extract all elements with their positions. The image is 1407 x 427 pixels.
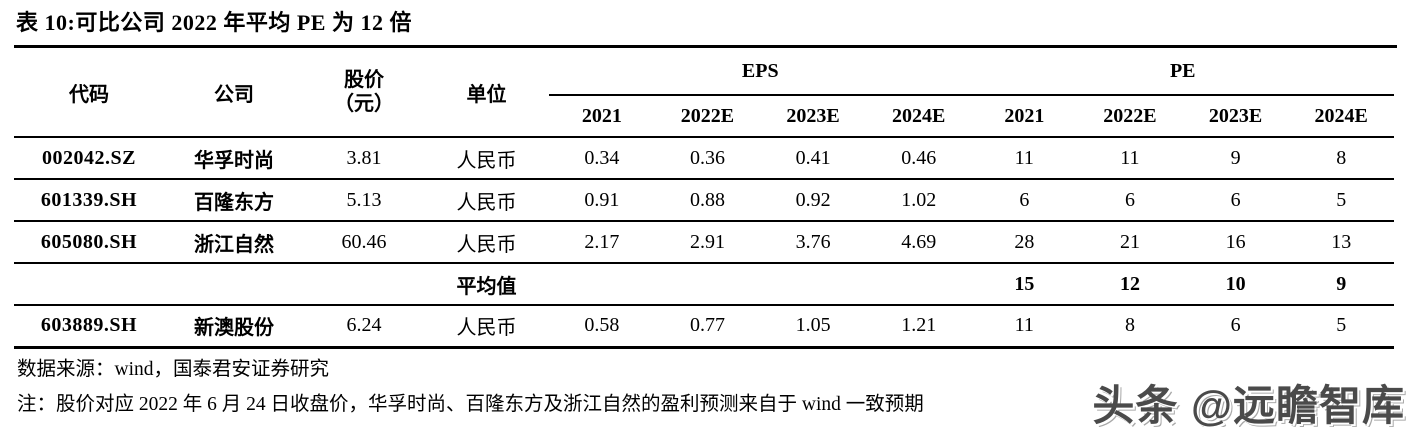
col-header-price: 股价 （元）: [304, 48, 424, 138]
cell-eps-2024e: 1.02: [865, 179, 972, 222]
cell-pe-2021: 11: [971, 137, 1078, 180]
cell-pe-2024e: 5: [1288, 179, 1394, 222]
cell-eps-2021: 0.91: [549, 179, 655, 222]
cell-pe-2022e: 8: [1077, 305, 1183, 349]
report-table-section: 表 10:可比公司 2022 年平均 PE 为 12 倍 代码 公司 股价 （元…: [14, 10, 1397, 415]
cell-pe-2023e: 9: [1182, 137, 1289, 180]
table-row-zhejiang: 605080.SH 浙江自然 60.46 人民币 2.17 2.91 3.76 …: [14, 221, 1394, 264]
cell-unit: 人民币: [424, 179, 549, 222]
cell-eps-2023e: 1.05: [760, 305, 866, 349]
col-header-pe-2023e: 2023E: [1182, 95, 1289, 138]
cell-unit: 人民币: [424, 221, 549, 264]
cell-price: 6.24: [304, 305, 424, 349]
cell-eps-2021-empty: [549, 263, 655, 306]
cell-pe-2023e: 10: [1182, 263, 1289, 306]
cell-pe-2023e: 16: [1182, 221, 1289, 264]
col-header-eps-2021: 2021: [549, 95, 655, 138]
table-row-huafu: 002042.SZ 华孚时尚 3.81 人民币 0.34 0.36 0.41 0…: [14, 137, 1394, 180]
cell-pe-2021: 15: [971, 263, 1078, 306]
cell-company: 新澳股份: [164, 305, 304, 349]
cell-pe-2022e: 21: [1077, 221, 1183, 264]
cell-unit: 人民币: [424, 137, 549, 180]
cell-code: 601339.SH: [14, 179, 164, 222]
table-row-bailong: 601339.SH 百隆东方 5.13 人民币 0.91 0.88 0.92 1…: [14, 179, 1394, 222]
col-header-code: 代码: [14, 48, 164, 138]
col-header-unit: 单位: [424, 48, 549, 138]
cell-pe-2024e: 13: [1288, 221, 1394, 264]
col-header-eps-2024e: 2024E: [865, 95, 972, 138]
col-header-pe-2021: 2021: [971, 95, 1078, 138]
cell-pe-2022e: 6: [1077, 179, 1183, 222]
price-header-line2: （元）: [334, 93, 394, 115]
cell-eps-2021: 0.58: [549, 305, 655, 349]
cell-eps-2022e-empty: [654, 263, 761, 306]
col-group-eps: EPS: [549, 48, 972, 96]
table-title: 表 10:可比公司 2022 年平均 PE 为 12 倍: [16, 10, 412, 35]
cell-pe-2022e: 11: [1077, 137, 1183, 180]
cell-eps-2023e-empty: [760, 263, 866, 306]
cell-company: 华孚时尚: [164, 137, 304, 180]
cell-pe-2022e: 12: [1077, 263, 1183, 306]
cell-company-empty: [164, 263, 304, 306]
cell-eps-2023e: 0.41: [760, 137, 866, 180]
data-source-line: 数据来源：wind，国泰君安证券研究: [17, 358, 330, 380]
cell-company: 浙江自然: [164, 221, 304, 264]
cell-price: 5.13: [304, 179, 424, 222]
cell-unit: 人民币: [424, 305, 549, 349]
col-header-eps-2023e: 2023E: [760, 95, 866, 138]
cell-pe-2023e: 6: [1182, 179, 1289, 222]
table-row-average: 平均值 15 12 10 9: [14, 263, 1394, 306]
table-header: 代码 公司 股价 （元） 单位 EPS PE 2021 2022E 2023E …: [14, 48, 1394, 138]
cell-pe-2023e: 6: [1182, 305, 1289, 349]
table-row-xinao: 603889.SH 新澳股份 6.24 人民币 0.58 0.77 1.05 1…: [14, 305, 1394, 349]
cell-eps-2021: 0.34: [549, 137, 655, 180]
col-header-company: 公司: [164, 48, 304, 138]
price-header-line1: 股价: [344, 69, 384, 91]
header-group-row: 代码 公司 股价 （元） 单位 EPS PE: [14, 48, 1394, 138]
cell-code: 603889.SH: [14, 305, 164, 349]
cell-company: 百隆东方: [164, 179, 304, 222]
cell-average-label: 平均值: [424, 263, 549, 306]
cell-pe-2021: 28: [971, 221, 1078, 264]
cell-pe-2021: 11: [971, 305, 1078, 349]
cell-eps-2022e: 2.91: [654, 221, 761, 264]
title-rule: [14, 45, 1397, 48]
cell-eps-2022e: 0.77: [654, 305, 761, 349]
cell-eps-2021: 2.17: [549, 221, 655, 264]
cell-code: 002042.SZ: [14, 137, 164, 180]
cell-pe-2021: 6: [971, 179, 1078, 222]
col-header-pe-2024e: 2024E: [1288, 95, 1394, 138]
cell-eps-2022e: 0.88: [654, 179, 761, 222]
col-header-eps-2022e: 2022E: [654, 95, 761, 138]
cell-code: 605080.SH: [14, 221, 164, 264]
cell-price-empty: [304, 263, 424, 306]
cell-eps-2024e: 1.21: [865, 305, 972, 349]
cell-eps-2024e-empty: [865, 263, 972, 306]
header-years-row: 2021 2022E 2023E 2024E 2021 2022E 2023E …: [14, 95, 1394, 138]
comparable-companies-table: 代码 公司 股价 （元） 单位 EPS PE 2021 2022E 2023E …: [14, 48, 1394, 349]
cell-code-empty: [14, 263, 164, 306]
cell-eps-2023e: 0.92: [760, 179, 866, 222]
cell-eps-2024e: 0.46: [865, 137, 972, 180]
cell-eps-2024e: 4.69: [865, 221, 972, 264]
cell-eps-2022e: 0.36: [654, 137, 761, 180]
cell-price: 3.81: [304, 137, 424, 180]
cell-eps-2023e: 3.76: [760, 221, 866, 264]
col-header-pe-2022e: 2022E: [1077, 95, 1183, 138]
cell-pe-2024e: 9: [1288, 263, 1394, 306]
cell-pe-2024e: 5: [1288, 305, 1394, 349]
col-group-pe: PE: [971, 48, 1394, 96]
cell-price: 60.46: [304, 221, 424, 264]
footnote-line: 注：股价对应 2022 年 6 月 24 日收盘价，华孚时尚、百隆东方及浙江自然…: [17, 393, 924, 415]
watermark-toutiao: 头条 @远瞻智库: [1092, 382, 1405, 427]
cell-pe-2024e: 8: [1288, 137, 1394, 180]
